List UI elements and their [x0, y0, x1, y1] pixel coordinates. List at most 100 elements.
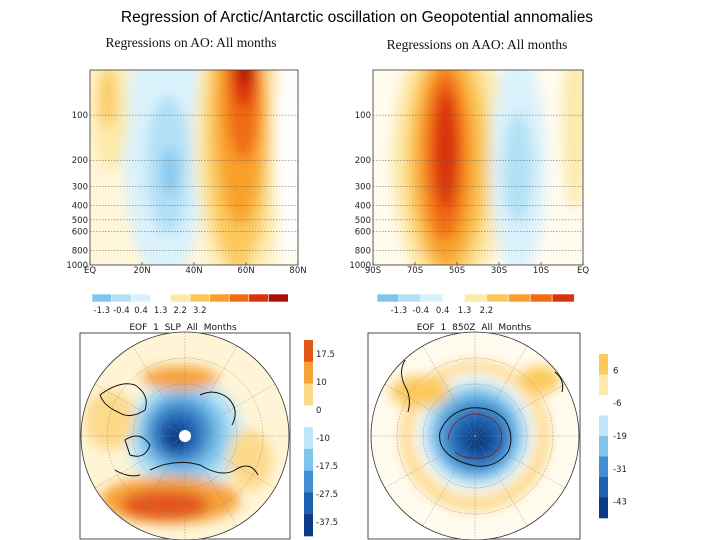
colorbar-swatch [398, 293, 422, 303]
colorbar-swatch [442, 293, 466, 303]
y-tick-label: 300 [355, 183, 371, 193]
colorbar-swatch [599, 374, 608, 396]
y-tick-label: 1000 [349, 261, 371, 271]
chart-title-aao: Regressions on AAO: All months [387, 37, 568, 52]
field-blob [464, 426, 492, 454]
colorbar-swatch [170, 293, 191, 303]
colorbar-label: -31 [613, 465, 627, 475]
colorbar-label: -0.4 [412, 306, 429, 316]
colorbar-label: 0.4 [436, 306, 450, 316]
colorbar-label: -6 [613, 399, 621, 409]
meridian-line [422, 345, 476, 437]
map-border [370, 331, 580, 540]
field-blob [434, 90, 458, 210]
colorbar-swatch [304, 427, 313, 450]
colorbar-swatch [228, 293, 250, 303]
colorbar-label: -37.5 [316, 518, 338, 528]
colorbar-swatch [304, 361, 313, 384]
chart-title-eof-850z: EOF 1 850Z All Months [417, 323, 532, 333]
x-tick-label: 60N [237, 266, 254, 276]
colorbar-label: 1.3 [458, 306, 472, 316]
map-border [80, 331, 290, 540]
latitude-circle [158, 409, 212, 463]
colorbar-swatch [304, 448, 313, 471]
y-tick-label: 800 [72, 246, 88, 256]
colorbar-label: -43 [613, 498, 627, 508]
x-tick-label: EQ [577, 266, 589, 276]
colorbar-swatch [599, 354, 608, 375]
meridian-line [132, 345, 186, 437]
colorbar-label: 17.5 [316, 350, 335, 360]
colorbar-swatch [111, 293, 132, 303]
colorbar-label: -1.3 [94, 306, 111, 316]
pole-marker [179, 430, 191, 442]
y-tick-label: 500 [72, 216, 88, 226]
colorbar-swatch [599, 415, 608, 437]
coastline [99, 383, 259, 477]
chart-title-ao: Regressions on AO: All months [105, 35, 276, 50]
colorbar-swatch [420, 293, 444, 303]
x-tick-label: 80N [289, 266, 306, 276]
colorbar-swatch [150, 293, 172, 303]
colorbar-label: -10 [316, 434, 330, 444]
colorbar-label: 6 [613, 366, 618, 376]
field-blob [142, 366, 218, 390]
colorbar-swatch [486, 293, 509, 303]
y-tick-label: 100 [72, 111, 88, 121]
colorbar-label: -17.5 [316, 462, 338, 472]
y-tick-label: 1000 [66, 261, 88, 271]
colorbar-swatch [376, 293, 400, 303]
colorbar-swatch [304, 340, 313, 363]
field-blob [162, 148, 178, 196]
colorbar-swatch [304, 470, 313, 493]
colorbar-swatch [304, 383, 313, 406]
meridian-line [132, 435, 186, 527]
meridian-line [184, 435, 276, 489]
y-tick-label: 600 [72, 228, 88, 238]
field-blob [85, 390, 135, 450]
colorbar-swatch [209, 293, 230, 303]
colorbar-label: -1.3 [391, 306, 408, 316]
colorbar-swatch [529, 293, 553, 303]
colorbar-swatch [508, 293, 531, 303]
colorbar-label: -19 [613, 432, 627, 442]
colorbar-swatch [268, 293, 289, 303]
colorbar-swatch [130, 293, 152, 303]
polar-map-slp [81, 332, 289, 540]
field-blob [228, 430, 272, 490]
colorbar-swatch [304, 405, 313, 428]
colorbar-swatch [304, 514, 313, 537]
y-tick-label: 200 [72, 156, 88, 166]
field-blob [503, 113, 533, 223]
field-blob [121, 490, 209, 520]
colorbar-label: -0.4 [113, 306, 130, 316]
colorbar-swatch [304, 492, 313, 515]
y-tick-label: 400 [72, 201, 88, 211]
meridian-line [474, 435, 528, 527]
y-tick-label: 100 [355, 111, 371, 121]
meridian-line [94, 435, 186, 489]
y-tick-label: 800 [355, 246, 371, 256]
colorbar-label: 0 [316, 406, 321, 416]
field-blob [563, 70, 583, 210]
y-tick-label: 300 [72, 183, 88, 193]
colorbar-swatch [91, 293, 113, 303]
heatmap-ao [90, 70, 298, 265]
colorbar-swatch [599, 497, 608, 519]
colorbar-swatch [599, 456, 608, 478]
colorbar-swatch [248, 293, 270, 303]
colorbar-label: 10 [316, 378, 327, 388]
meridian-line [474, 383, 566, 437]
meridian-line [184, 435, 238, 527]
colorbar-swatch [551, 293, 575, 303]
field-blob [275, 70, 298, 265]
field-blob [390, 376, 450, 408]
x-tick-label: 10S [533, 266, 549, 276]
colorbar-swatch [189, 293, 211, 303]
colorbar-swatch [464, 293, 488, 303]
colorbar-label: 2.2 [173, 306, 187, 316]
colorbar-swatch [599, 395, 608, 416]
x-tick-label: 90S [365, 266, 381, 276]
colorbar-swatch [599, 436, 608, 457]
